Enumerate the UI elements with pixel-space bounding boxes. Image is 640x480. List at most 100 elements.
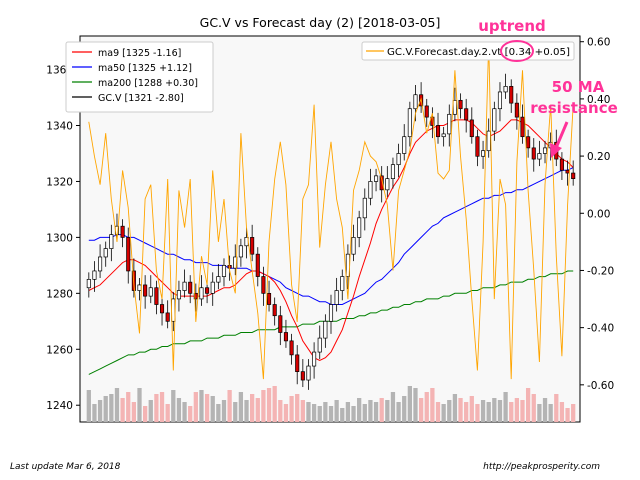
left-tick-label: 1260: [46, 344, 73, 356]
volume-bar: [362, 404, 367, 422]
volume-bar: [317, 406, 322, 422]
volume-bar: [109, 394, 114, 422]
right-tick-label: 0.40: [587, 94, 610, 106]
volume-bar: [351, 406, 356, 422]
right-axis: 0.60 0.40 0.20 0.00 -0.20 -0.40 -0.60: [580, 37, 614, 392]
candle: [435, 112, 441, 144]
candle: [334, 277, 339, 312]
candle-body: [103, 248, 108, 258]
legend-item-gcv: GC.V [1321 -2.80]: [98, 93, 184, 104]
candle: [120, 219, 125, 248]
candle-body: [559, 158, 564, 171]
candle-body: [334, 290, 339, 305]
volume-bar: [182, 402, 187, 422]
volume-bar: [283, 404, 289, 422]
candle-body: [362, 197, 367, 219]
candle: [295, 345, 300, 385]
candle: [323, 314, 328, 348]
candle: [143, 275, 148, 309]
volume-bar: [154, 394, 159, 422]
volume-bar: [266, 388, 272, 422]
right-tick-label: -0.20: [587, 265, 614, 277]
candle-body: [441, 133, 446, 138]
candle-body: [238, 245, 243, 258]
candle-body: [379, 175, 384, 191]
candle: [182, 269, 187, 298]
candle: [278, 305, 283, 346]
candle-body: [154, 287, 159, 305]
candle-body: [278, 315, 283, 333]
candle-body: [216, 276, 221, 283]
legend-right: GC.V.Forecast.day.2.vt [0.34 +0.05]: [361, 41, 575, 61]
chart-title: GC.V vs Forecast day (2) [2018-03-05]: [200, 15, 441, 30]
right-tick-label: -0.60: [587, 380, 614, 392]
volume-bar: [418, 398, 424, 422]
left-tick-label: 1340: [46, 121, 73, 133]
volume-bar: [520, 400, 525, 422]
volume-bar: [131, 402, 137, 422]
volume-bar: [92, 404, 97, 422]
candle-body: [221, 265, 227, 277]
right-tick-label: 0.00: [587, 208, 610, 220]
candle: [351, 224, 356, 262]
candle: [255, 247, 260, 287]
legend-item-ma9: ma9 [1325 -1.16]: [98, 48, 181, 59]
candle: [312, 342, 317, 379]
candle: [188, 275, 193, 304]
candle-body: [413, 94, 418, 110]
volume-bar: [126, 392, 131, 422]
volume-bar: [137, 388, 142, 422]
candle: [272, 297, 277, 326]
ma9-line: [88, 119, 574, 362]
candle-body: [182, 281, 187, 291]
candle-body: [283, 332, 288, 342]
volume-bar: [188, 406, 193, 422]
volume-bar: [486, 402, 491, 422]
volume-bar: [402, 396, 407, 422]
volume-bar: [221, 400, 227, 422]
candle: [526, 129, 531, 158]
volume-bar: [497, 400, 503, 422]
volume-bar: [413, 388, 418, 422]
volume-bar: [103, 396, 108, 422]
candle-body: [289, 340, 294, 356]
volume-bar: [244, 400, 249, 422]
volume-bar: [509, 402, 514, 422]
candle: [233, 244, 238, 276]
candle: [492, 101, 497, 141]
candle-body: [514, 102, 519, 118]
volume-bar: [238, 392, 244, 422]
volume-bar: [176, 398, 182, 422]
candle: [159, 294, 165, 326]
candle-body: [210, 281, 215, 294]
candle: [402, 124, 407, 161]
candle: [221, 258, 227, 287]
volume-bar: [114, 388, 120, 422]
candle: [424, 98, 429, 127]
candle: [126, 227, 131, 284]
candle-body: [435, 125, 441, 138]
candle-body: [542, 147, 548, 154]
candle-body: [148, 287, 153, 297]
candle: [238, 238, 243, 267]
candle-body: [486, 130, 491, 152]
volume-bar: [148, 400, 153, 422]
right-tick-label: -0.40: [587, 323, 614, 335]
candle-body: [109, 234, 114, 249]
candle: [469, 107, 474, 144]
candle-body: [464, 108, 469, 121]
volume-bar: [503, 392, 508, 422]
candle-body: [328, 304, 334, 322]
candle: [481, 140, 486, 169]
candle: [216, 263, 221, 290]
volume-bars: [86, 386, 576, 422]
candle-body: [537, 153, 542, 160]
volume-bar: [475, 404, 480, 422]
volume-bar: [97, 400, 103, 422]
candle: [368, 168, 373, 206]
volume-bar: [345, 402, 351, 422]
candle: [92, 261, 97, 292]
candle-body: [357, 217, 362, 238]
volume-bar: [334, 400, 339, 422]
